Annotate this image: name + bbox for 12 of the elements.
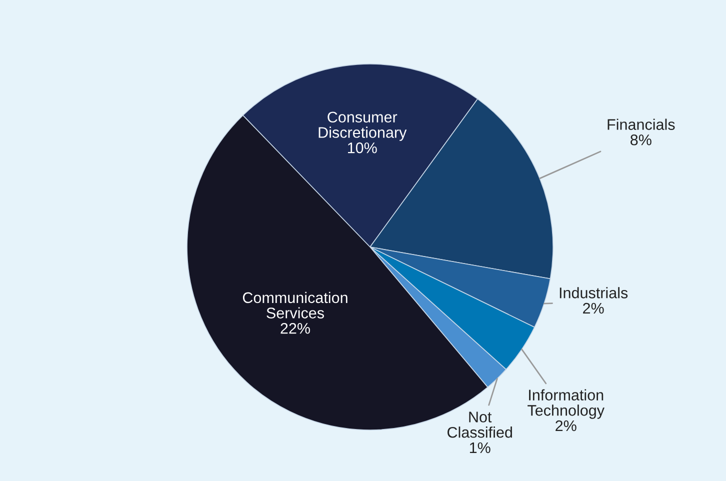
data-label: 8% xyxy=(630,134,652,146)
slice-label: Consumer Discretionary xyxy=(318,112,407,141)
data-label: 10% xyxy=(348,142,377,154)
slice-label: Industrials xyxy=(560,287,628,298)
slice-label: Communication Services xyxy=(242,292,348,318)
data-label: 1% xyxy=(470,442,490,454)
slice-label: Information Technology xyxy=(528,389,604,419)
data-label: 2% xyxy=(556,420,576,432)
slice-label: Financials xyxy=(608,118,675,130)
data-label: 2% xyxy=(583,302,604,314)
slice-label: Not Classified xyxy=(448,412,512,438)
data-label: 22% xyxy=(280,322,310,334)
